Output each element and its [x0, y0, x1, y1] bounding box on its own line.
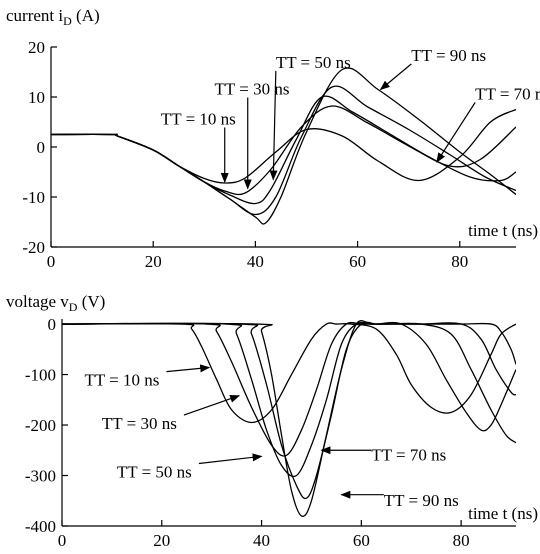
voltage-x-tick-label: 80: [453, 531, 470, 550]
current-annotation-tt-90-ns: TT = 90 ns: [411, 46, 486, 65]
voltage-y-tick-label: 0: [48, 315, 57, 334]
voltage-annotation-tt-70-ns: TT = 70 ns: [371, 445, 446, 464]
current-y-tick-label: 20: [28, 38, 45, 57]
current-series-tt-90-ns: [51, 67, 516, 225]
voltage-chart-xlabel: time t (ns): [468, 504, 538, 523]
voltage-y-tick-label: -400: [25, 517, 56, 536]
voltage-annotation-arrow: [198, 453, 263, 465]
current-ylabel-unit: (A): [72, 6, 100, 25]
voltage-annotation-tt-50-ns: TT = 50 ns: [117, 463, 192, 482]
voltage-x-tick-label: 40: [253, 531, 270, 550]
current-annotation-arrow: [379, 63, 412, 91]
voltage-x-tick-label: 0: [58, 531, 67, 550]
voltage-series-tt-50-ns: [62, 321, 516, 478]
current-annotation-tt-30-ns: TT = 30 ns: [215, 80, 290, 99]
current-annotation-arrow: [269, 70, 278, 181]
voltage-y-tick-label: -100: [25, 366, 56, 385]
current-chart-ylabel: current iD (A): [6, 6, 100, 28]
voltage-ylabel-unit: (V): [77, 292, 105, 311]
current-annotation-tt-10-ns: TT = 10 ns: [161, 110, 236, 129]
voltage-annotation-tt-90-ns: TT = 90 ns: [384, 491, 459, 510]
voltage-ylabel-text: voltage v: [6, 292, 69, 311]
current-annotation-tt-50-ns: TT = 50 ns: [276, 53, 351, 72]
voltage-series-tt-90-ns: [62, 320, 516, 517]
voltage-series-tt-10-ns: [62, 322, 516, 424]
voltage-ylabel-subscript: D: [69, 300, 78, 314]
current-x-tick-label: 40: [247, 252, 264, 271]
voltage-annotation-arrow: [166, 364, 211, 373]
current-x-tick-label: 80: [451, 252, 468, 271]
voltage-x-tick-label: 20: [153, 531, 170, 550]
voltage-annotation-arrow: [183, 394, 241, 416]
current-annotation-arrow: [436, 102, 476, 163]
voltage-y-tick-label: -300: [25, 467, 56, 486]
voltage-chart-series: [62, 320, 516, 517]
current-series-tt-50-ns: [51, 95, 516, 205]
current-x-tick-label: 60: [349, 252, 366, 271]
current-y-tick-label: 0: [37, 138, 46, 157]
current-y-tick-label: -20: [22, 238, 45, 257]
current-y-tick-label: -10: [22, 188, 45, 207]
current-annotation-tt-70-ns: TT = 70 ns: [475, 85, 540, 104]
current-chart-series: [51, 67, 516, 225]
current-chart-xlabel: time t (ns): [468, 221, 538, 240]
voltage-x-tick-label: 60: [353, 531, 370, 550]
current-ylabel-text: current i: [6, 6, 63, 25]
current-x-tick-label: 0: [47, 252, 56, 271]
voltage-chart-ylabel: voltage vD (V): [6, 292, 105, 314]
voltage-chart-annotations: TT = 10 ns TT = 30 ns TT = 50 ns TT = 70 ns…: [84, 364, 459, 510]
current-ylabel-subscript: D: [63, 14, 72, 28]
current-chart-annotations: TT = 90 ns TT = 50 ns TT = 70 ns TT = 30 ns…: [161, 46, 540, 190]
current-x-tick-label: 20: [145, 252, 162, 271]
voltage-y-tick-label: -200: [25, 416, 56, 435]
voltage-series-tt-30-ns: [62, 321, 516, 457]
voltage-annotation-tt-10-ns: TT = 10 ns: [84, 371, 159, 390]
current-y-tick-label: 10: [28, 88, 45, 107]
voltage-annotation-tt-30-ns: TT = 30 ns: [102, 414, 177, 433]
